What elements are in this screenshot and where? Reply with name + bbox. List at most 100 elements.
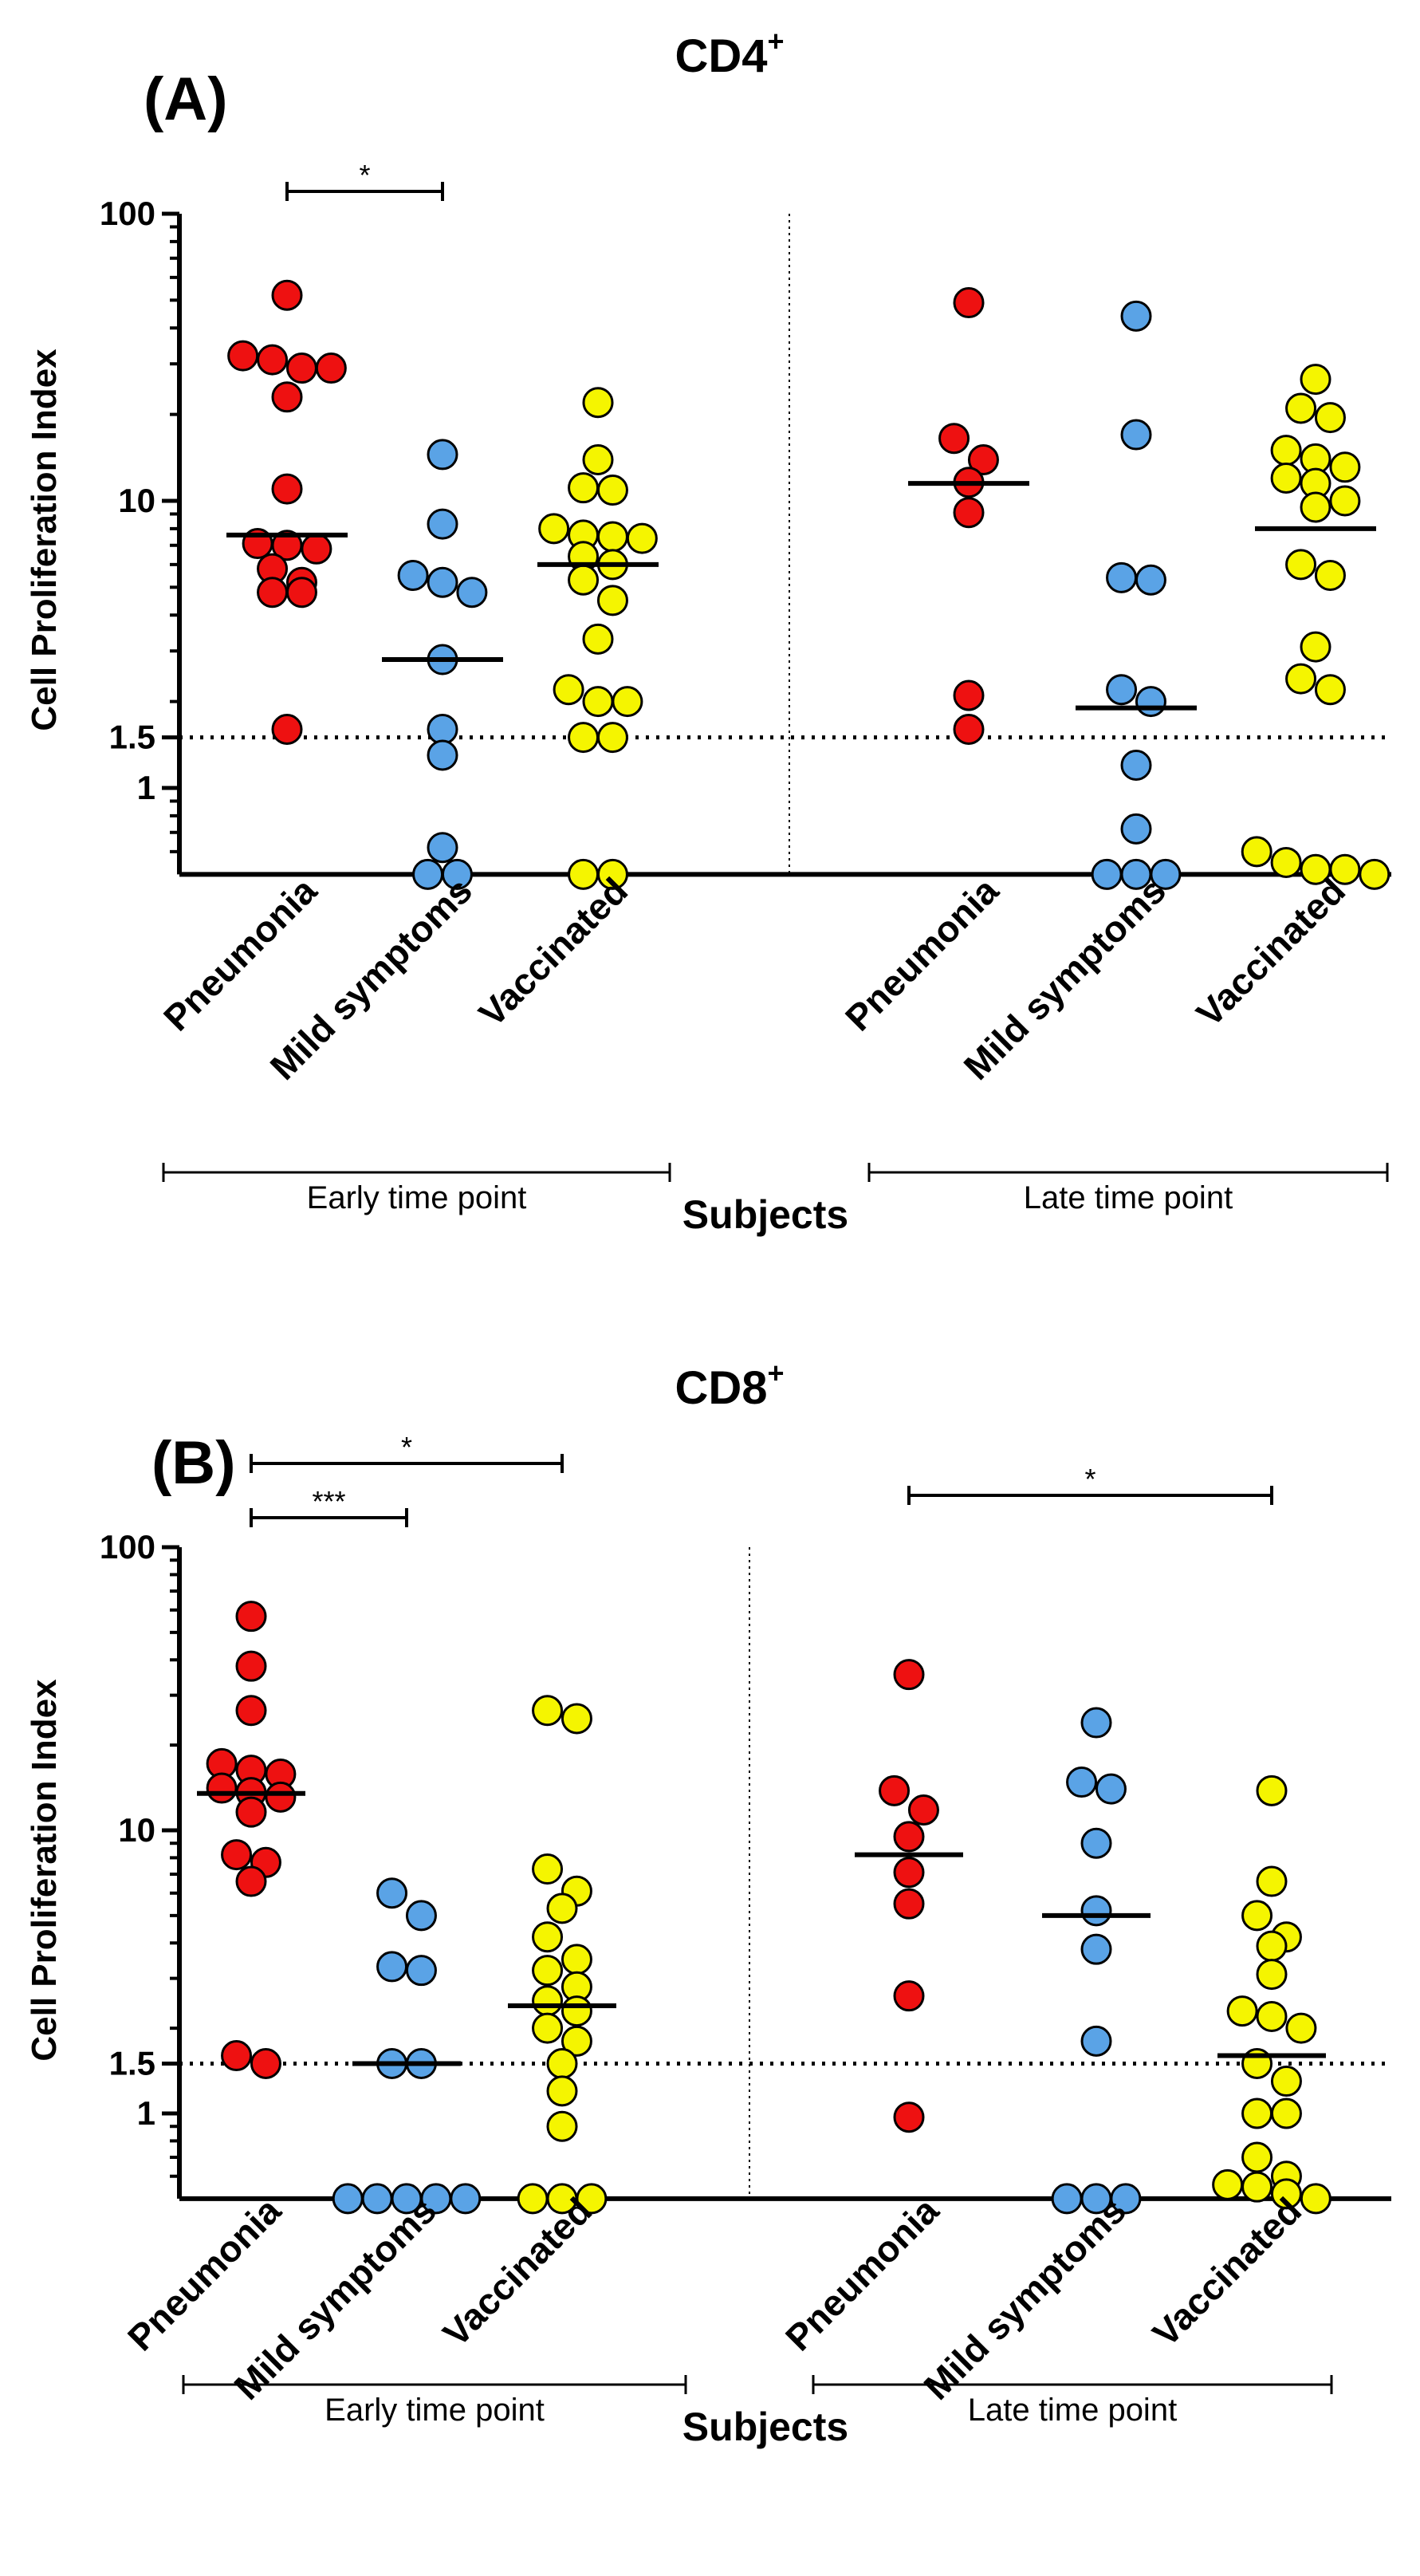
data-point-pneumonia — [893, 1888, 925, 1920]
data-point-vaccinated — [532, 1921, 564, 1953]
data-point-vaccinated — [596, 858, 628, 890]
data-point-pneumonia — [879, 1774, 911, 1806]
data-point-pneumonia — [285, 353, 317, 384]
data-point-vaccinated — [568, 722, 600, 754]
data-point-mild-symptoms — [427, 739, 458, 771]
data-point-vaccinated — [1285, 2012, 1317, 2044]
data-point-mild-symptoms — [441, 858, 473, 890]
data-point-vaccinated — [546, 2110, 578, 2142]
data-point-mild-symptoms — [1080, 1707, 1112, 1739]
data-point-vaccinated — [1241, 1900, 1273, 1932]
data-point-vaccinated — [1226, 1995, 1258, 2027]
data-point-pneumonia — [227, 340, 259, 372]
data-point-pneumonia — [967, 444, 999, 476]
data-point-mild-symptoms — [1120, 813, 1152, 845]
y-tick-label-10: 10 — [118, 1811, 155, 1849]
data-point-mild-symptoms — [456, 577, 488, 609]
data-point-mild-symptoms — [427, 439, 458, 471]
data-point-pneumonia — [250, 2047, 281, 2079]
data-point-vaccinated — [546, 2047, 578, 2079]
data-point-pneumonia — [953, 679, 985, 711]
data-point-vaccinated — [1212, 2168, 1244, 2200]
data-point-pneumonia — [235, 1796, 267, 1828]
data-point-pneumonia — [271, 473, 303, 505]
data-point-mild-symptoms — [427, 832, 458, 864]
y-tick-label-10: 10 — [118, 482, 155, 519]
data-point-mild-symptoms — [397, 559, 429, 591]
data-point-mild-symptoms — [332, 2183, 364, 2215]
data-point-pneumonia — [893, 1857, 925, 1889]
data-point-vaccinated — [612, 686, 643, 718]
data-point-pneumonia — [907, 1794, 939, 1826]
data-point-pneumonia — [893, 1659, 925, 1691]
data-point-vaccinated — [1329, 853, 1361, 885]
panel-label: (A) — [144, 65, 228, 133]
data-point-mild-symptoms — [361, 2183, 393, 2215]
data-point-vaccinated — [1270, 435, 1302, 467]
chart-panel-a: CD4+ (A) Cell Proliferation Index 100 10 1.5 1… — [25, 25, 1391, 1237]
data-point-vaccinated — [553, 674, 584, 706]
data-point-pneumonia — [953, 497, 985, 529]
data-point-pneumonia — [938, 423, 970, 455]
data-point-pneumonia — [221, 1839, 253, 1871]
group-label: Early time point — [307, 1180, 527, 1215]
y-axis-label: Cell Proliferation Index — [25, 349, 64, 731]
data-point-vaccinated — [538, 513, 570, 545]
group-label: Late time point — [968, 2393, 1177, 2428]
data-point-vaccinated — [596, 585, 628, 616]
data-point-vaccinated — [1285, 549, 1317, 581]
y-tick-label-1.5: 1.5 — [109, 2044, 155, 2082]
data-point-vaccinated — [1256, 1959, 1288, 1991]
data-point-mild-symptoms — [1080, 1895, 1112, 1927]
data-point-vaccinated — [1270, 462, 1302, 494]
data-point-mild-symptoms — [376, 1951, 408, 1983]
data-point-mild-symptoms — [427, 566, 458, 598]
y-tick-label-1: 1 — [137, 2094, 155, 2132]
data-point-vaccinated — [1285, 663, 1317, 695]
data-point-mild-symptoms — [1135, 686, 1166, 718]
y-tick-label-100: 100 — [100, 195, 155, 232]
data-point-vaccinated — [561, 1995, 592, 2027]
category-label: Vaccinated — [1144, 2189, 1309, 2354]
y-tick-label-100: 100 — [100, 1528, 155, 1566]
data-point-vaccinated — [1241, 2097, 1273, 2129]
category-label: Pneumonia — [120, 2189, 289, 2358]
category-label: Pneumonia — [155, 869, 325, 1038]
category-label: Vaccinated — [435, 2189, 600, 2354]
data-point-vaccinated — [1314, 402, 1346, 434]
data-point-vaccinated — [596, 521, 628, 553]
data-point-vaccinated — [1256, 1774, 1288, 1806]
category-label: Pneumonia — [837, 869, 1006, 1038]
data-point-vaccinated — [1256, 1930, 1288, 1962]
data-point-mild-symptoms — [1080, 1933, 1112, 1965]
significance-label: * — [401, 1431, 412, 1463]
data-point-vaccinated — [582, 387, 614, 419]
data-point-pneumonia — [235, 1695, 267, 1727]
data-point-pneumonia — [271, 714, 303, 746]
data-point-vaccinated — [1359, 858, 1390, 890]
data-point-pneumonia — [271, 381, 303, 413]
data-point-mild-symptoms — [1051, 2183, 1083, 2215]
data-point-mild-symptoms — [1091, 858, 1123, 890]
data-point-vaccinated — [1300, 491, 1331, 523]
data-point-mild-symptoms — [1120, 749, 1152, 781]
category-label: Pneumonia — [777, 2189, 946, 2358]
data-point-mild-symptoms — [1120, 419, 1152, 451]
data-point-mild-symptoms — [1135, 564, 1166, 596]
category-label: Mild symptoms — [916, 2189, 1135, 2408]
chart-title-sup: + — [768, 1357, 785, 1389]
data-point-vaccinated — [532, 2012, 564, 2044]
data-point-pneumonia — [893, 1980, 925, 2012]
chart-title: CD8+ — [675, 1357, 784, 1414]
y-tick-label-1: 1 — [137, 769, 155, 806]
data-point-vaccinated — [582, 686, 614, 718]
data-point-vaccinated — [532, 1853, 564, 1885]
data-point-vaccinated — [582, 623, 614, 655]
data-point-pneumonia — [221, 2040, 253, 2072]
data-point-mild-symptoms — [1150, 858, 1182, 890]
data-point-vaccinated — [561, 2025, 592, 2057]
data-point-vaccinated — [1329, 451, 1361, 483]
data-point-pneumonia — [301, 533, 332, 565]
data-point-vaccinated — [1270, 2097, 1302, 2129]
